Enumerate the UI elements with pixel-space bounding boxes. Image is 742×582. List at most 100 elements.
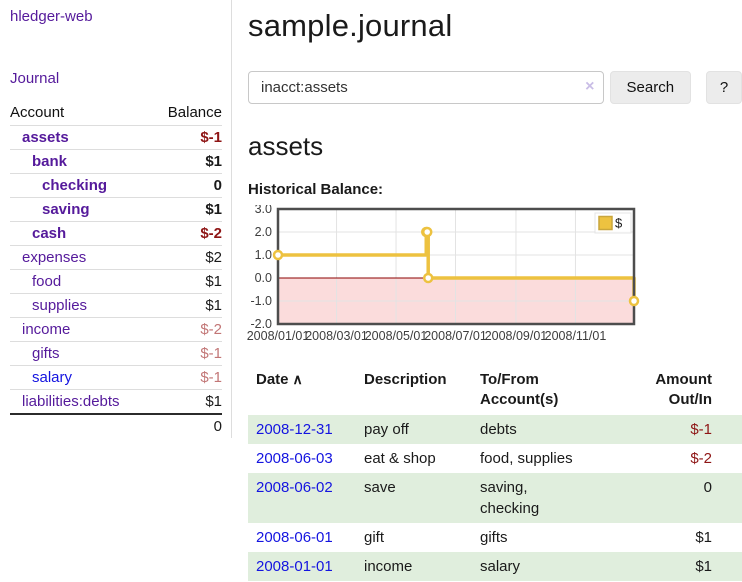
account-link-assets[interactable]: assets — [22, 129, 69, 146]
sidebar-item-journal[interactable]: Journal — [10, 70, 60, 87]
register-header-cell: Description — [356, 366, 472, 415]
account-balance: $1 — [151, 149, 222, 174]
account-row: checking 0 — [10, 173, 222, 198]
chart-title: Historical Balance: — [248, 181, 384, 198]
date-sort-header[interactable]: Date ∧ — [248, 366, 356, 415]
account-balance: $1 — [151, 389, 222, 414]
account-row: salary $-1 — [10, 365, 222, 390]
transaction-amount: 0 — [703, 478, 712, 496]
account-link-liabilities-debts[interactable]: liabilities:debts — [22, 393, 120, 410]
transaction-date-link[interactable]: 2008-06-01 — [256, 528, 333, 546]
transaction-accounts: gifts — [480, 528, 508, 546]
svg-text:2.0: 2.0 — [255, 225, 272, 239]
account-row: liabilities:debts $1 — [10, 389, 222, 414]
transaction-description: save — [364, 478, 396, 496]
transaction-date-link[interactable]: 2008-06-03 — [256, 449, 333, 467]
transaction-accounts: saving, checking — [480, 478, 540, 517]
register-row: 2008-12-31 pay off debts $-1 $-1 — [248, 414, 742, 444]
register-row: 2008-06-03 eat & shop food, supplies $-2 0 — [248, 444, 742, 473]
account-link-saving[interactable]: saving — [42, 201, 90, 218]
register-header-cell: Historical Balance — [720, 366, 742, 415]
transaction-balance: $2 — [720, 473, 742, 523]
register-col-header: Amount Out/In — [655, 371, 712, 409]
account-balance: $-1 — [151, 125, 222, 150]
accounts-total-value: 0 — [151, 413, 222, 438]
transaction-accounts: salary — [480, 557, 521, 575]
account-row: bank $1 — [10, 149, 222, 174]
svg-text:2008/05/01: 2008/05/01 — [365, 329, 428, 343]
account-link-gifts[interactable]: gifts — [32, 345, 60, 362]
transaction-description: gift — [364, 528, 385, 546]
transaction-amount: $-2 — [690, 449, 712, 467]
account-balance: 0 — [151, 173, 222, 198]
register-col-header: To/From Account(s) — [480, 371, 559, 409]
legend-swatch — [598, 215, 613, 231]
register-table: Date ∧ Description To/From Account(s) Amount… — [248, 366, 742, 581]
transaction-amount: $-1 — [690, 420, 712, 438]
account-link-food[interactable]: food — [32, 273, 62, 290]
data-point-marker — [422, 272, 434, 284]
account-link-salary[interactable]: salary — [32, 369, 73, 386]
account-balance: $2 — [151, 245, 222, 270]
chart-svg: $3.0 2.0 1.0 0.0 -1.0 -2.02008/01/012008/03/0… — [247, 202, 640, 343]
transaction-balance: $-1 — [720, 415, 742, 444]
account-link-supplies[interactable]: supplies — [32, 297, 88, 314]
register-col-header: Description — [364, 371, 447, 388]
legend-label: $ — [615, 216, 623, 231]
sort-asc-icon: ∧ — [292, 371, 303, 387]
account-link-bank[interactable]: bank — [32, 153, 68, 170]
register-header-cell: Amount Out/In — [624, 366, 720, 415]
chart-legend: $ — [594, 212, 632, 234]
register-header-cell: To/From Account(s) — [472, 366, 624, 415]
data-point-marker — [421, 226, 433, 238]
account-row: assets $-1 — [10, 125, 222, 150]
page-title: sample.journal — [248, 8, 453, 43]
main-content: sample.journal × Search ? assets Histori… — [247, 0, 742, 581]
register-col-header: Date — [256, 371, 289, 388]
transaction-amount: $1 — [695, 528, 712, 546]
account-row: saving $1 — [10, 197, 222, 222]
account-row: supplies $1 — [10, 293, 222, 318]
transaction-accounts: debts — [480, 420, 517, 438]
search-input[interactable] — [248, 71, 604, 104]
account-link-cash[interactable]: cash — [32, 225, 67, 242]
register-row: 2008-01-01 income salary $1 $1 — [248, 551, 742, 581]
search-input-wrap: × — [248, 71, 604, 104]
account-row: food $1 — [10, 269, 222, 294]
account-row: expenses $2 — [10, 245, 222, 270]
balance-col-header: Balance — [167, 104, 222, 121]
transaction-date-link[interactable]: 2008-06-02 — [256, 478, 333, 496]
transaction-description: pay off — [364, 420, 409, 438]
historical-balance-chart: $3.0 2.0 1.0 0.0 -1.0 -2.0 2008/01/01 2008/03/0… — [244, 202, 640, 351]
account-link-income[interactable]: income — [22, 321, 71, 338]
search-form: × Search ? — [248, 71, 742, 104]
register-row: 2008-06-01 gift gifts $1 $2 — [248, 523, 742, 552]
account-row: cash $-2 — [10, 221, 222, 246]
account-balance: $-2 — [151, 221, 222, 246]
svg-text:2008/09/01: 2008/09/01 — [485, 329, 548, 343]
help-button[interactable]: ? — [706, 71, 742, 104]
data-point-marker — [272, 249, 284, 261]
clear-search-icon[interactable]: × — [585, 78, 595, 95]
account-balance: $1 — [151, 293, 222, 318]
search-button[interactable]: Search — [609, 71, 692, 104]
app-title-link[interactable]: hledger-web — [10, 8, 93, 25]
transaction-description: eat & shop — [364, 449, 436, 467]
svg-text:1.0: 1.0 — [255, 248, 272, 262]
transaction-balance: $1 — [720, 552, 742, 581]
transaction-balance: $2 — [720, 523, 742, 552]
account-link-checking[interactable]: checking — [42, 177, 108, 194]
account-balance: $1 — [151, 269, 222, 294]
account-row: income $-2 — [10, 317, 222, 342]
svg-text:2008/03/01: 2008/03/01 — [305, 329, 368, 343]
transaction-date-link[interactable]: 2008-12-31 — [256, 420, 333, 438]
transaction-date-link[interactable]: 2008-01-01 — [256, 557, 333, 575]
transaction-balance: 0 — [720, 444, 742, 473]
account-balance: $-2 — [151, 317, 222, 342]
account-link-expenses[interactable]: expenses — [22, 249, 87, 266]
transaction-accounts: food, supplies — [480, 449, 573, 467]
account-balance: $-1 — [151, 365, 222, 390]
svg-text:-2.0: -2.0 — [250, 317, 272, 331]
svg-text:2008/01/01: 2008/01/01 — [247, 329, 310, 343]
